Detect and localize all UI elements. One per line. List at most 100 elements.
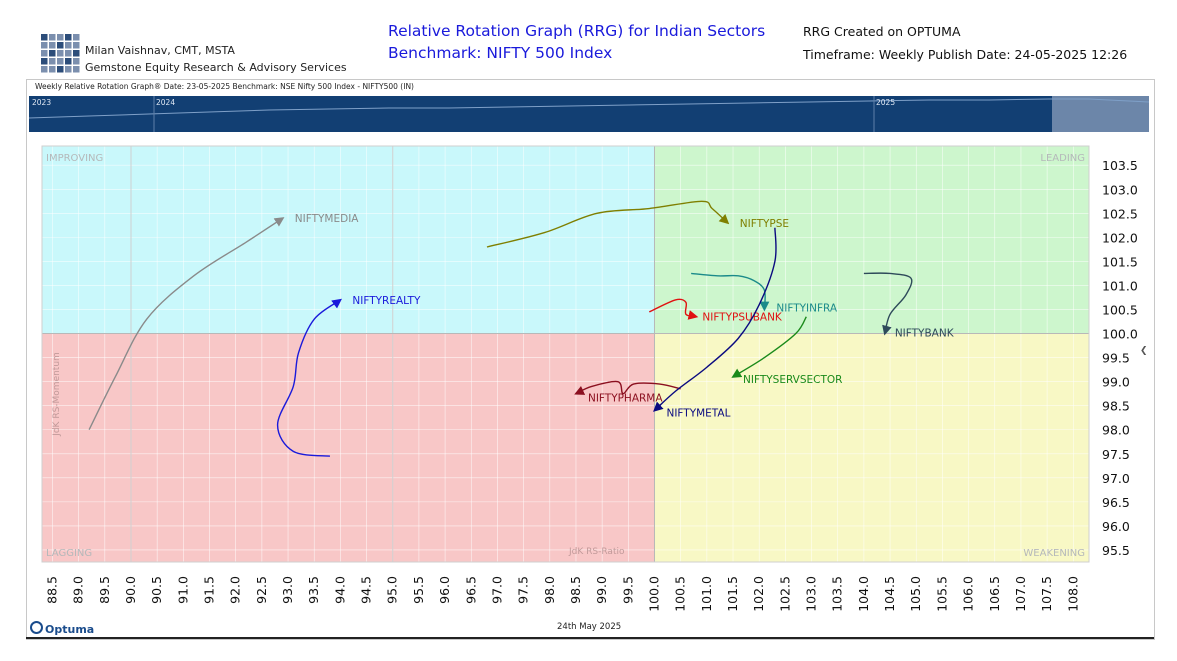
logo-cell <box>65 42 72 49</box>
y-tick-label: 102.5 <box>1102 206 1138 221</box>
rrg-info-line: Weekly Relative Rotation Graph® Date: 23… <box>35 82 414 91</box>
x-tick-label: 97.5 <box>516 576 531 604</box>
quadrant-leading <box>654 146 1089 334</box>
optuma-brand-text: Optuma <box>45 623 95 636</box>
y-tick-label: 97.0 <box>1102 471 1130 486</box>
series-label-niftymedia: NIFTYMEDIA <box>295 213 360 225</box>
logo-cell <box>41 34 48 41</box>
x-tick-label: 90.0 <box>123 576 138 604</box>
x-tick-label: 101.0 <box>699 576 714 612</box>
y-tick-label: 98.5 <box>1102 399 1130 414</box>
y-tick-label: 99.5 <box>1102 351 1130 366</box>
y-tick-label: 97.5 <box>1102 447 1130 462</box>
tail-niftyservsector <box>731 316 807 378</box>
company-logo <box>41 34 80 73</box>
optuma-icon <box>30 621 43 634</box>
page-title: Relative Rotation Graph (RRG) for Indian… <box>388 22 766 40</box>
x-tick-label: 100.0 <box>646 576 661 612</box>
logo-cell <box>49 42 56 49</box>
tail-niftypharma <box>574 380 681 395</box>
x-tick-label: 91.5 <box>202 576 217 604</box>
x-tick-label: 89.0 <box>71 576 86 604</box>
logo-cell <box>41 58 48 65</box>
logo-cell <box>49 58 56 65</box>
timeline-year-2025: 2025 <box>876 98 896 107</box>
logo-cell <box>57 58 64 65</box>
x-tick-label: 96.5 <box>463 576 478 604</box>
timeframe-label: Timeframe: Weekly Publish Date: 24-05-20… <box>803 47 1128 62</box>
timeline-strip[interactable] <box>29 96 1149 132</box>
x-tick-label: 94.5 <box>359 576 374 604</box>
x-tick-label: 100.5 <box>673 576 688 612</box>
x-tick-label: 106.0 <box>961 576 976 612</box>
timeline-sparkline <box>29 96 1149 132</box>
x-tick-label: 92.5 <box>254 576 269 604</box>
y-tick-label: 96.5 <box>1102 495 1130 510</box>
x-tick-label: 107.5 <box>1039 576 1054 612</box>
logo-cell <box>65 34 72 41</box>
y-tick-label: 101.5 <box>1102 254 1138 269</box>
logo-cell <box>73 34 80 41</box>
series-label-niftyinfra: NIFTYINFRA <box>776 303 837 315</box>
logo-cell <box>73 42 80 49</box>
x-tick-label: 97.0 <box>489 576 504 604</box>
x-tick-label: 98.0 <box>542 576 557 604</box>
x-tick-label: 103.5 <box>830 576 845 612</box>
company-name: Gemstone Equity Research & Advisory Serv… <box>85 61 347 74</box>
collapse-panel-icon[interactable]: ❮ <box>1140 346 1148 356</box>
series-label-niftypse: NIFTYPSE <box>740 218 789 230</box>
quadrant-improving <box>42 146 655 334</box>
tail-niftybank <box>863 272 913 336</box>
y-tick-label: 103.0 <box>1102 182 1138 197</box>
x-axis-label: JdK RS-Ratio <box>568 547 625 557</box>
logo-cell <box>73 50 80 57</box>
footer-date: 24th May 2025 <box>557 622 622 632</box>
logo-cell <box>49 34 56 41</box>
tail-niftymetal <box>653 227 777 412</box>
x-tick-label: 90.5 <box>149 576 164 604</box>
y-tick-label: 95.5 <box>1102 543 1130 558</box>
x-tick-label: 93.5 <box>306 576 321 604</box>
x-tick-label: 104.5 <box>882 576 897 612</box>
quadrant-label-improving: IMPROVING <box>46 153 103 164</box>
logo-cell <box>73 66 80 73</box>
x-tick-label: 95.5 <box>411 576 426 604</box>
x-tick-label: 94.0 <box>332 576 347 604</box>
x-tick-label: 102.0 <box>751 576 766 612</box>
footer-divider <box>26 637 1154 639</box>
timeline-selection[interactable] <box>1052 96 1149 132</box>
timeline-year-2024: 2024 <box>156 98 176 107</box>
x-tick-label: 101.5 <box>725 576 740 612</box>
timeline-year-2023: 2023 <box>32 98 52 107</box>
plot-border <box>41 145 1090 563</box>
y-tick-label: 100.5 <box>1102 303 1138 318</box>
logo-cell <box>73 58 80 65</box>
optuma-logo: Optuma <box>30 621 94 636</box>
quadrant-label-lagging: LAGGING <box>46 548 92 559</box>
x-tick-label: 96.0 <box>437 576 452 604</box>
logo-cell <box>65 50 72 57</box>
x-tick-label: 108.0 <box>1065 576 1080 612</box>
tail-niftypse <box>486 200 730 248</box>
x-tick-label: 91.0 <box>175 576 190 604</box>
series-label-niftyservsector: NIFTYSERVSECTOR <box>743 374 842 386</box>
quadrant-weakening <box>654 333 1089 562</box>
x-tick-label: 92.0 <box>228 576 243 604</box>
series-label-niftybank: NIFTYBANK <box>895 328 955 340</box>
x-tick-label: 93.0 <box>280 576 295 604</box>
quadrant-label-leading: LEADING <box>1040 153 1085 164</box>
logo-cell <box>49 50 56 57</box>
created-on-label: RRG Created on OPTUMA <box>803 24 961 39</box>
x-tick-label: 103.0 <box>804 576 819 612</box>
logo-cell <box>41 66 48 73</box>
series-label-niftyrealty: NIFTYREALTY <box>352 295 421 307</box>
x-tick-label: 105.5 <box>934 576 949 612</box>
tail-niftypsubank <box>648 298 699 320</box>
x-tick-label: 95.0 <box>385 576 400 604</box>
y-axis-label: JdK RS-Momentum <box>52 352 62 437</box>
y-tick-label: 99.0 <box>1102 375 1130 390</box>
x-tick-label: 89.5 <box>97 576 112 604</box>
x-tick-label: 104.0 <box>856 576 871 612</box>
y-tick-label: 98.0 <box>1102 423 1130 438</box>
